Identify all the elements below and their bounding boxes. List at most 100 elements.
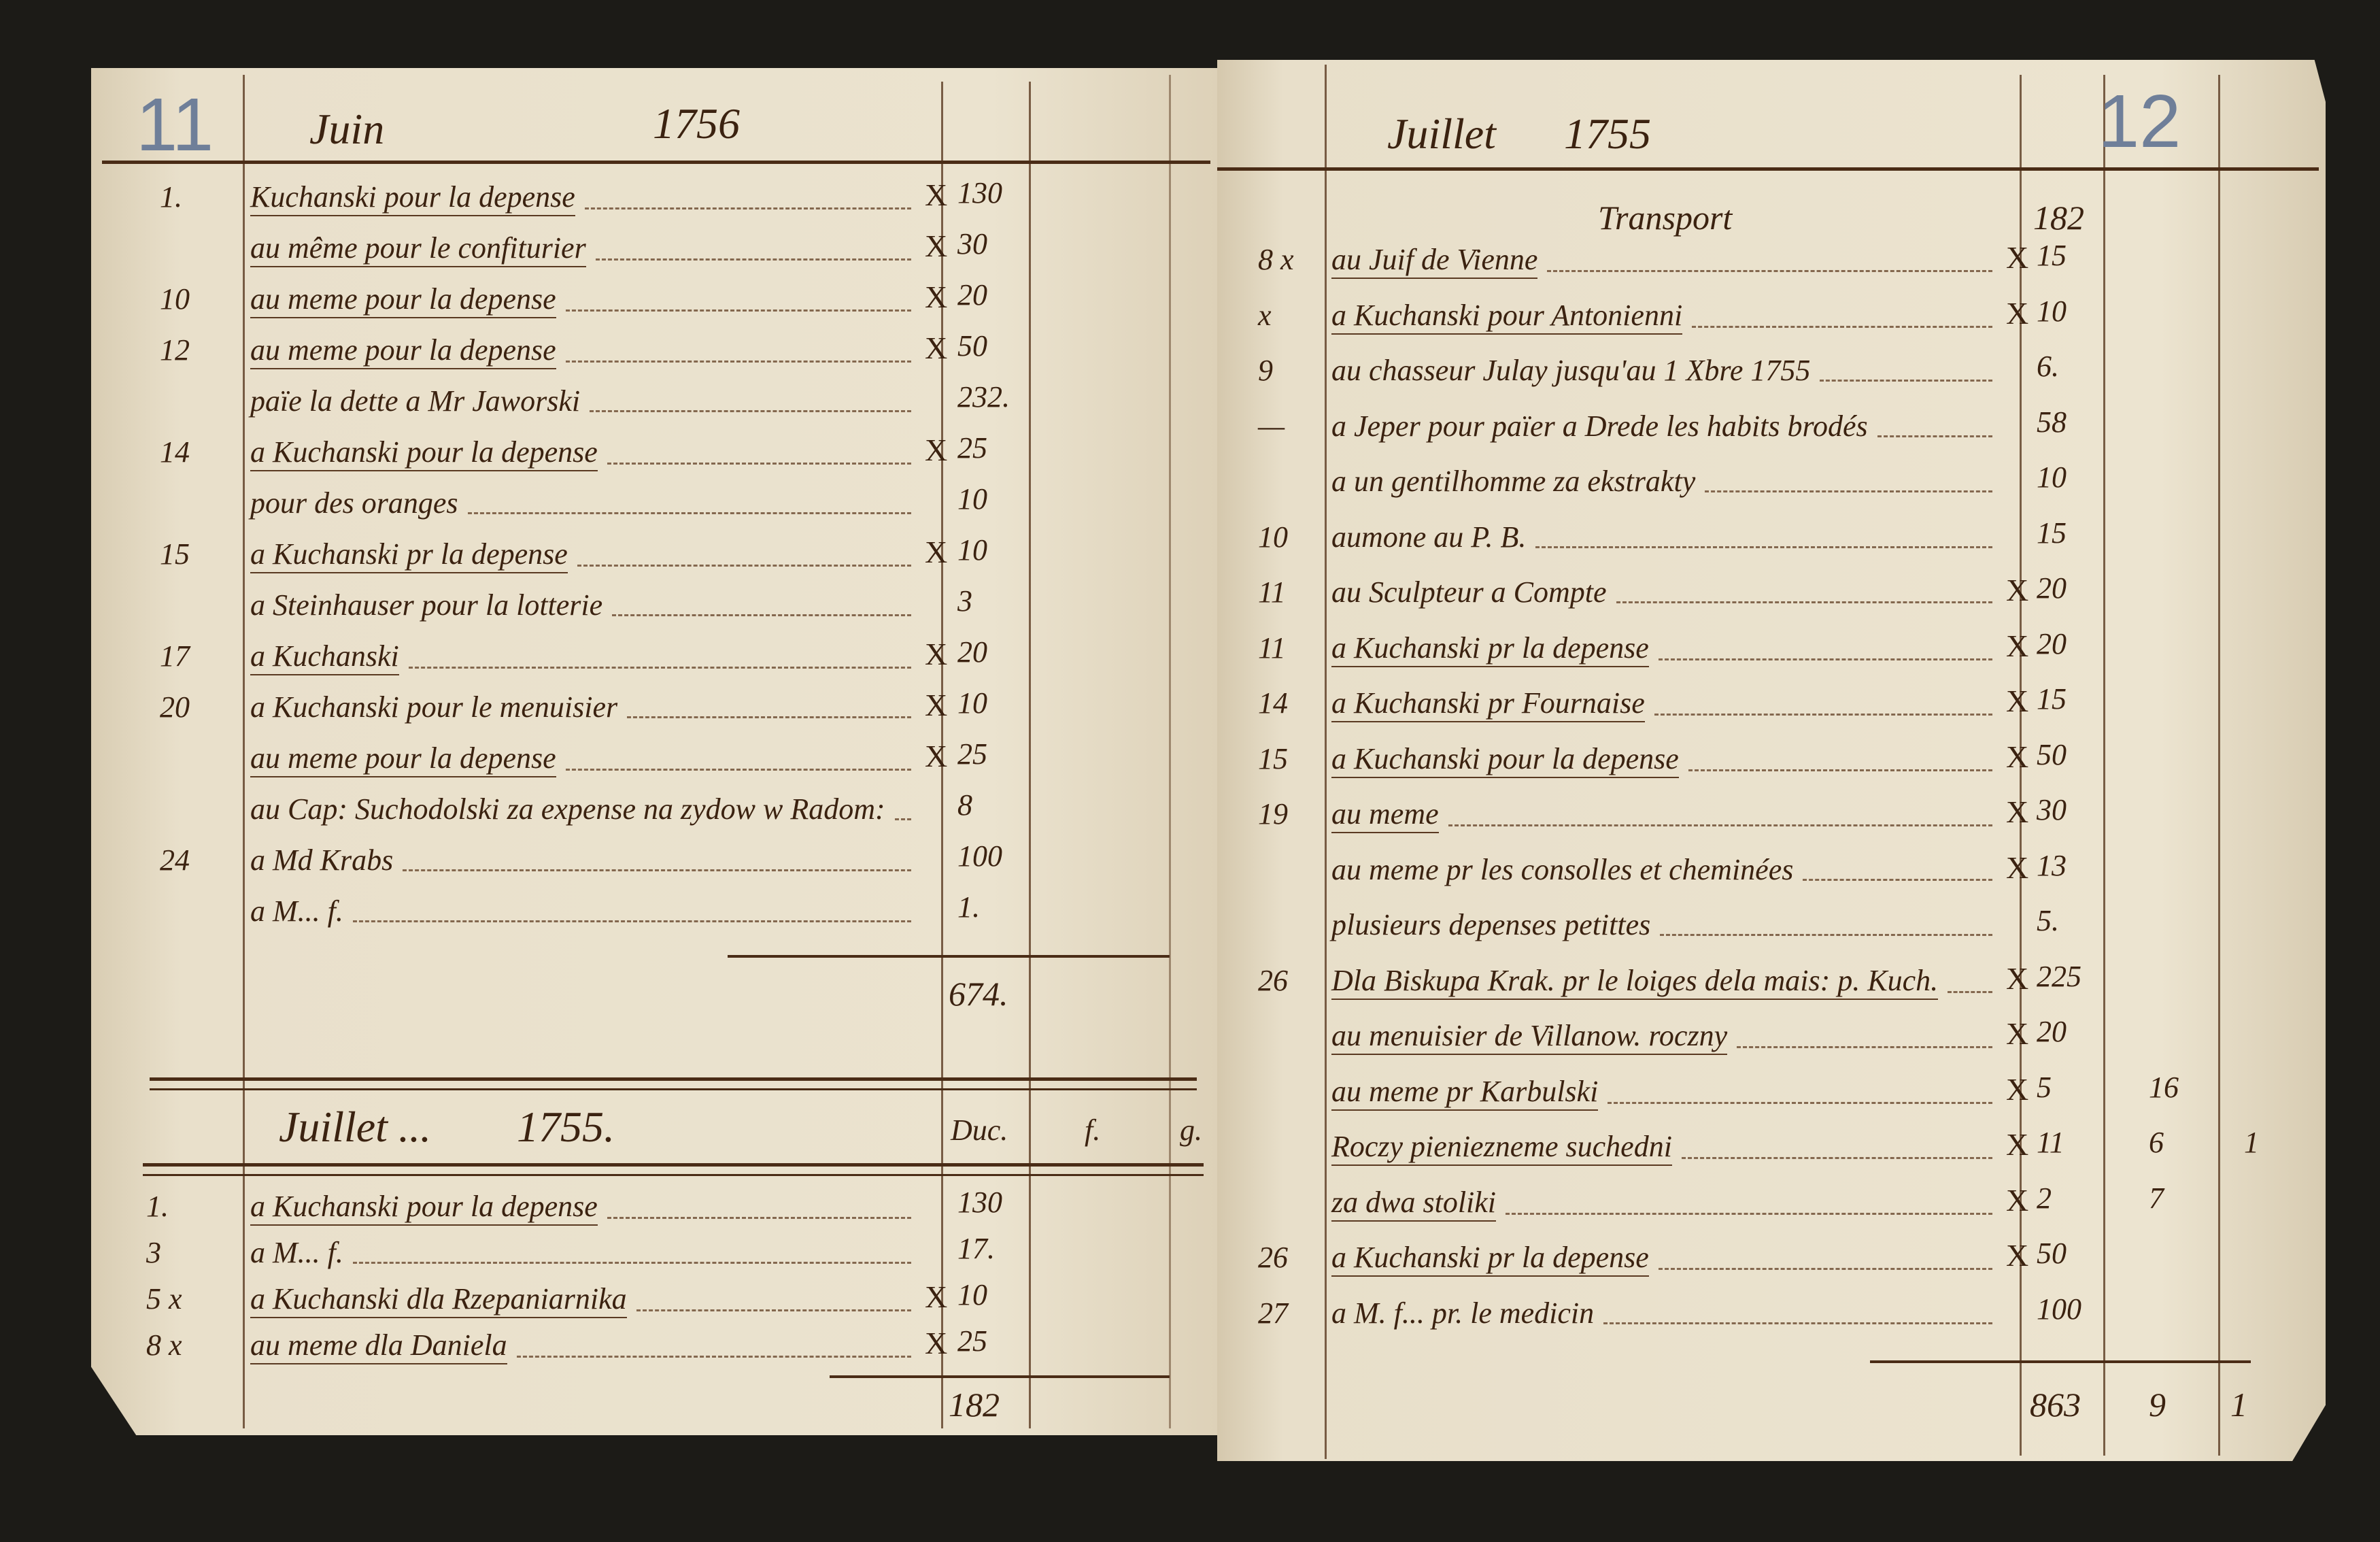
ledger-row: païe la dette a Mr Jaworski 232. [0, 382, 2380, 427]
ledger-row: au Cap: Suchodolski za expense na zydow … [0, 790, 2380, 835]
ledger-row: 8 x au Juif de Vienne X 15 [0, 241, 2380, 286]
description-text: au meme pour la depense [250, 743, 556, 777]
dotted-leader [1448, 824, 1992, 826]
double-rule-top-2 [150, 1088, 1197, 1090]
ledger-row: au menuisier de Villanow. roczny X 20 [0, 1017, 2380, 1062]
ledger-row: 3 a M... f. 17. [0, 1234, 2380, 1279]
entry-amount: 10 [957, 686, 987, 720]
description-text: a Kuchanski pour la depense [1331, 743, 1679, 778]
entry-description: a Kuchanski pr la depense [1331, 633, 1999, 667]
section2-sum-rule [830, 1375, 1170, 1378]
ledger-row: 5 x a Kuchanski dla Rzepaniarnika X 10 [0, 1280, 2380, 1325]
entry-description: au meme pr Karbulski [1331, 1076, 1999, 1111]
entry-description: païe la dette a Mr Jaworski [250, 386, 918, 419]
entry-description: a Kuchanski pour la depense [1331, 743, 1999, 778]
entry-description: au meme dla Daniela [250, 1330, 918, 1364]
check-mark: X [2006, 1127, 2029, 1162]
entry-amount: 5. [2037, 904, 2059, 937]
description-text: au chasseur Julay jusqu'au 1 Xbre 1755 [1331, 354, 1811, 387]
check-mark: X [925, 229, 948, 263]
ledger-row: 24 a Md Krabs 100 [0, 841, 2380, 886]
entry-date: 8 x [146, 1328, 182, 1362]
description-text: a M... f. [250, 894, 343, 928]
entry-date: 1. [146, 1190, 169, 1223]
amount-column-rule [941, 82, 943, 1428]
entry-date: 14 [1258, 686, 1288, 720]
ledger-row: x a Kuchanski pour Antonienni X 10 [0, 296, 2380, 341]
entry-description: au chasseur Julay jusqu'au 1 Xbre 1755 [1331, 356, 1999, 388]
check-mark: X [2006, 1238, 2029, 1273]
entry-amount: 50 [2037, 737, 2067, 771]
description-text: au Sculpteur a Compte [1331, 575, 1607, 609]
ledger-row: — a Jeper pour païer a Drede les habits b… [0, 407, 2380, 452]
entry-date: 10 [1258, 520, 1288, 554]
ledger-row: 10 au meme pour la depense X 20 [0, 280, 2380, 325]
check-mark: X [925, 331, 948, 365]
description-text: a Kuchanski pour le menuisier [250, 690, 618, 724]
description-text: Roczy pieniezneme suchedni [1331, 1132, 1672, 1166]
dotted-leader [1820, 380, 1992, 382]
col-header-florins: f. [1085, 1113, 1101, 1147]
description-text: a Kuchanski pr la depense [1331, 633, 1649, 667]
check-mark: X [925, 739, 948, 773]
entry-date: 12 [160, 333, 190, 367]
entry-date: 15 [1258, 741, 1288, 775]
check-mark: X [2006, 573, 2029, 607]
sum-rule [1870, 1360, 2251, 1363]
entry-amount: 8 [957, 788, 972, 822]
entry-amount: 10 [2037, 294, 2067, 328]
dotted-leader [1547, 270, 1992, 272]
date-column-rule [1325, 65, 1327, 1459]
check-mark: X [925, 178, 948, 212]
entry-description: Kuchanski pour la depense [250, 182, 918, 216]
grosz-column-rule [1169, 75, 1171, 1428]
ledger-row: 1. a Kuchanski pour la depense 130 [0, 1188, 2380, 1233]
section2-year: 1755. [517, 1103, 615, 1151]
entry-amount: 5 [2037, 1070, 2052, 1104]
entry-amount: 11 [2037, 1126, 2064, 1159]
dotted-leader [408, 667, 911, 669]
page-total-grosz: 1 [2230, 1386, 2247, 1424]
dotted-leader [590, 410, 911, 412]
description-text: a Kuchanski dla Rzepaniarnika [250, 1284, 627, 1318]
description-text: a Kuchanski pr Fournaise [1331, 688, 1645, 722]
ledger-row: au meme pour la depense X 25 [0, 739, 2380, 784]
entry-amount: 100 [2037, 1292, 2081, 1326]
entry-amount: 15 [2037, 239, 2067, 272]
entry-date: 15 [160, 537, 190, 571]
description-text: aumone au P. B. [1331, 520, 1527, 554]
entry-florins: 6 [2149, 1126, 2164, 1159]
dotted-leader [607, 1217, 911, 1219]
ledger-row: au meme pr les consolles et cheminées X 13 [0, 850, 2380, 896]
dotted-leader [1877, 435, 1992, 437]
description-text: pour des oranges [250, 486, 458, 520]
entry-florins: 16 [2149, 1070, 2179, 1104]
dotted-leader [1737, 1046, 1992, 1048]
dotted-leader [516, 1356, 911, 1358]
entry-amount: 25 [957, 737, 987, 771]
ledger-row: 14 a Kuchanski pr Fournaise X 15 [0, 684, 2380, 729]
dotted-leader [1658, 1268, 1992, 1270]
dotted-leader [352, 920, 911, 922]
dotted-leader [565, 769, 911, 771]
entry-description: aumone au P. B. [1331, 522, 1999, 555]
ledger-row: au meme pr Karbulski X 5 16 [0, 1071, 2380, 1118]
ledger-row: a un gentilhomme za ekstrakty 10 [0, 463, 2380, 507]
entry-date: 26 [1258, 963, 1288, 997]
florin-column-rule [1029, 82, 1031, 1428]
entry-amount: 3 [957, 584, 972, 618]
entry-amount: 20 [2037, 626, 2067, 660]
entry-date: 10 [160, 282, 190, 316]
entry-amount: 130 [957, 1186, 1002, 1219]
description-text: a un gentilhomme za ekstrakty [1331, 465, 1696, 498]
description-text: a Kuchanski [250, 641, 399, 675]
check-mark: X [2006, 1071, 2029, 1107]
entry-amount: 25 [957, 1324, 987, 1358]
dotted-leader [1948, 990, 1992, 993]
entry-date: 19 [1258, 797, 1288, 831]
entry-amount: 10 [957, 533, 987, 567]
dotted-leader [627, 716, 911, 718]
check-mark: X [925, 280, 948, 314]
entry-date: 1. [160, 180, 182, 214]
grosz-column-rule [2218, 75, 2220, 1456]
